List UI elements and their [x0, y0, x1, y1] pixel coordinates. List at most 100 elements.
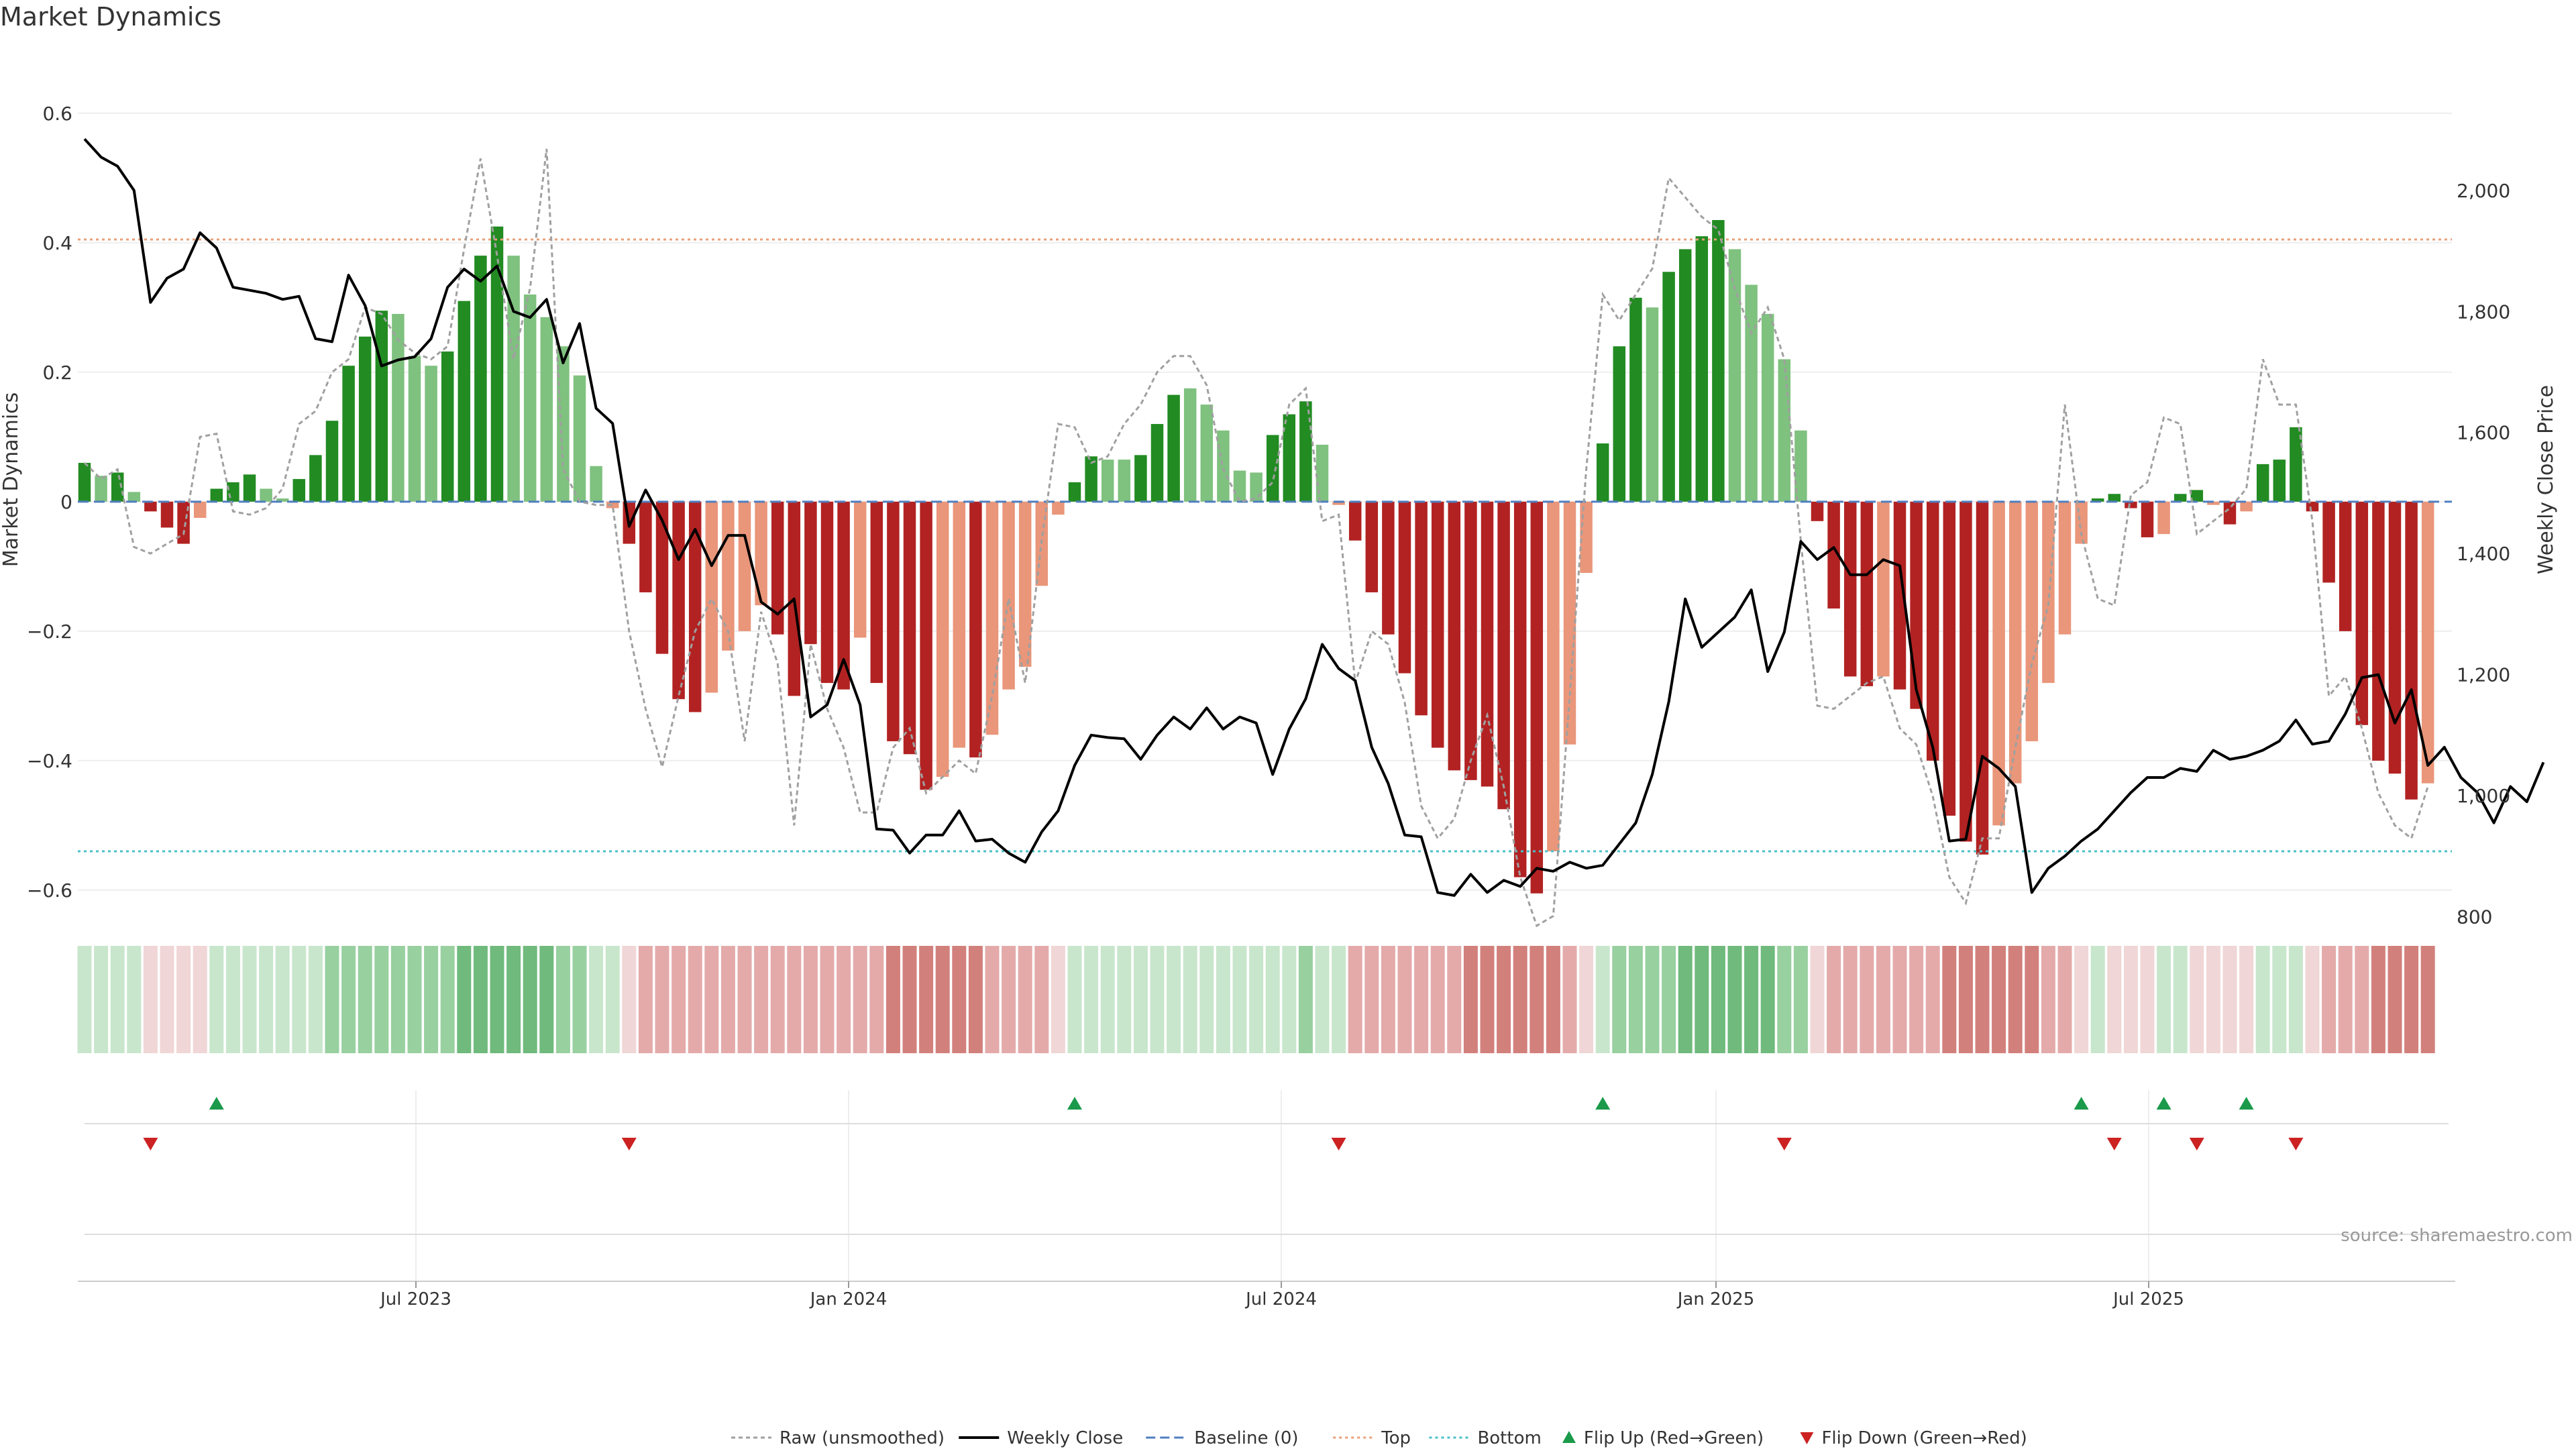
momentum-bar — [820, 501, 834, 684]
momentum-bar — [441, 351, 454, 502]
momentum-bar — [1382, 501, 1395, 635]
heat-cell — [1018, 946, 1032, 1053]
heat-cell — [1744, 946, 1759, 1053]
momentum-bar — [953, 501, 966, 748]
heat-cell — [2206, 946, 2220, 1053]
heat-strip — [77, 946, 2435, 1053]
heat-cell — [2387, 946, 2402, 1053]
momentum-bar — [1695, 236, 1709, 502]
legend: Raw (unsmoothed) Weekly Close Baseline (0)… — [731, 1428, 2027, 1448]
momentum-bar — [936, 501, 949, 777]
heat-cell — [390, 946, 405, 1053]
momentum-bar — [243, 474, 256, 502]
flip-up-marker — [2074, 1097, 2089, 1110]
heat-cell — [1777, 946, 1792, 1053]
flip-down-marker — [2189, 1138, 2204, 1150]
heat-cell — [672, 946, 686, 1053]
momentum-bar — [2042, 501, 2055, 684]
momentum-bar — [2421, 501, 2434, 784]
momentum-bar — [2157, 501, 2170, 535]
momentum-bar — [523, 294, 537, 502]
heat-cell — [523, 946, 537, 1053]
momentum-bar — [2223, 501, 2237, 525]
momentum-bar — [2273, 460, 2286, 502]
momentum-bar — [408, 356, 421, 502]
momentum-bar — [557, 346, 570, 502]
momentum-bar — [903, 501, 916, 755]
momentum-bar — [1811, 501, 1824, 521]
momentum-bar — [738, 501, 751, 631]
heat-cell — [407, 946, 422, 1053]
momentum-bar — [1497, 501, 1510, 810]
heat-cell — [2420, 946, 2435, 1053]
momentum-bar — [1910, 501, 1923, 709]
heat-cell — [2255, 946, 2270, 1053]
heat-cell — [2157, 946, 2171, 1053]
heat-cell — [1909, 946, 1924, 1053]
momentum-bar — [1877, 501, 1890, 677]
heat-cell — [275, 946, 290, 1053]
momentum-bar — [573, 375, 586, 502]
heat-cell — [1992, 946, 2006, 1053]
heat-cell — [292, 946, 307, 1053]
heat-cell — [1942, 946, 1957, 1053]
momentum-bar — [804, 501, 817, 645]
momentum-bar — [160, 501, 174, 528]
heat-cell — [1793, 946, 1808, 1053]
momentum-bar — [2108, 494, 2121, 502]
flip-down-marker — [621, 1138, 637, 1150]
heat-cell — [1480, 946, 1495, 1053]
heat-cell — [968, 946, 983, 1053]
momentum-bar — [705, 501, 718, 693]
flip-up-marker — [209, 1097, 224, 1110]
momentum-bar — [1431, 501, 1444, 748]
heat-cell — [902, 946, 917, 1053]
momentum-bar — [2290, 427, 2302, 502]
heat-cell — [1843, 946, 1858, 1053]
flip-down-marker — [143, 1138, 158, 1150]
momentum-bar — [1926, 501, 1939, 761]
heat-cell — [2057, 946, 2072, 1053]
momentum-bar — [292, 479, 306, 502]
momentum-bar — [1860, 501, 1874, 686]
momentum-bar — [2256, 464, 2269, 502]
heat-cell — [1232, 946, 1247, 1053]
heat-cell — [1711, 946, 1725, 1053]
legend-label: Top — [1381, 1428, 1411, 1448]
heat-cell — [1381, 946, 1395, 1053]
heat-cell — [308, 946, 323, 1053]
heat-cell — [770, 946, 785, 1053]
y-axis-ticks: 0.6 0.4 0.2 0 −0.2 −0.4 −0.6 — [27, 103, 72, 902]
heat-cell — [506, 946, 521, 1053]
momentum-bar — [2025, 501, 2039, 741]
heat-cell — [2074, 946, 2089, 1053]
momentum-bar — [425, 366, 437, 502]
heat-cell — [2222, 946, 2237, 1053]
momentum-bar — [755, 501, 767, 606]
y-tick-label: −0.2 — [27, 621, 72, 643]
momentum-bar — [2322, 501, 2335, 583]
heat-cell — [2190, 946, 2204, 1053]
momentum-bar — [78, 462, 91, 502]
momentum-bar — [2008, 501, 2022, 784]
momentum-bar — [1085, 456, 1097, 502]
x-tick-label: Jan 2024 — [809, 1289, 888, 1309]
y-tick-label: 0.6 — [42, 103, 72, 125]
momentum-bar — [969, 501, 982, 758]
heat-cell — [1447, 946, 1462, 1053]
legend-item-bottom: Bottom — [1429, 1428, 1542, 1448]
y2-axis-label: Weekly Close Price — [2534, 385, 2558, 574]
heat-cell — [1562, 946, 1577, 1053]
heat-cell — [341, 946, 356, 1053]
legend-item-close: Weekly Close — [959, 1428, 1123, 1448]
heat-cell — [2041, 946, 2055, 1053]
heat-cell — [2322, 946, 2337, 1053]
x-tick-label: Jan 2025 — [1676, 1289, 1755, 1309]
heat-cell — [1612, 946, 1627, 1053]
heat-cell — [1315, 946, 1330, 1053]
y2-tick-label: 1,800 — [2457, 301, 2510, 323]
heat-cell — [1100, 946, 1115, 1053]
momentum-bar — [722, 501, 735, 651]
momentum-bar — [1266, 435, 1279, 502]
momentum-bar — [2306, 501, 2319, 512]
